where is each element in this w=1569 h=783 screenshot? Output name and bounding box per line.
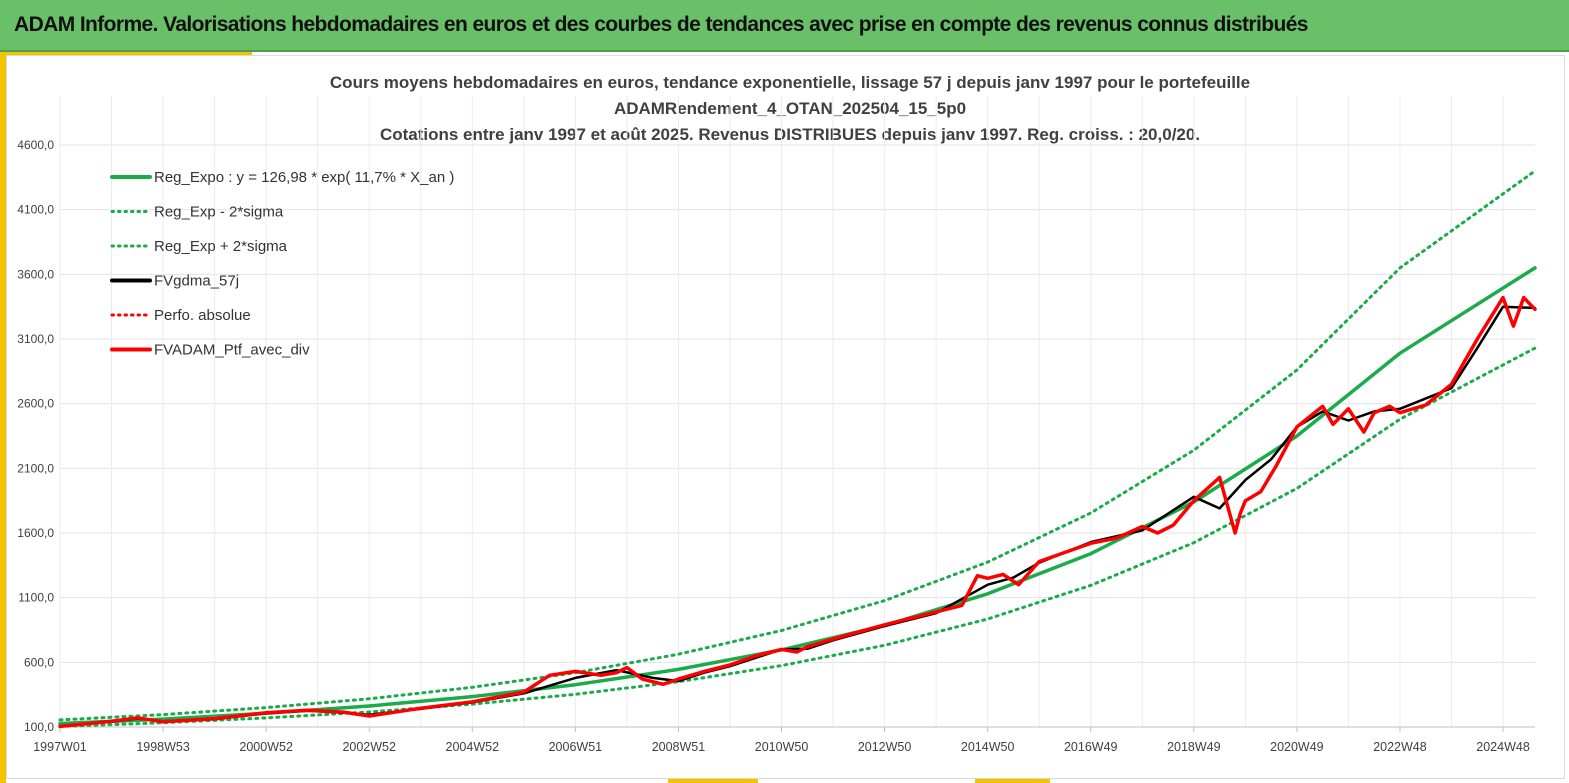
- x-tick-label: 2008W51: [652, 740, 706, 754]
- y-tick-label: 2600,0: [17, 397, 54, 411]
- x-tick-label: 2006W51: [549, 740, 603, 754]
- x-tick-label: 2012W50: [858, 740, 912, 754]
- y-tick-label: 1100,0: [18, 591, 54, 605]
- accent-bar-left: [0, 52, 6, 783]
- chart-legend: Reg_Expo : y = 126,98 * exp( 11,7% * X_a…: [110, 169, 454, 359]
- series-fvadam-ptf: [58, 295, 1537, 729]
- series-reg-plus-2sigma: [58, 169, 1537, 722]
- y-tick-label: 4100,0: [17, 203, 54, 217]
- x-tick-label: 2000W52: [239, 740, 293, 754]
- x-axis-ticks: 1997W01 1998W53 2000W52 2002W52 2004W52 2006W…: [33, 727, 1530, 754]
- y-axis-ticks: 100,0 600,0 1100,0 1600,0 2100,0 2600,0 3100,0…: [17, 138, 54, 734]
- y-tick-label: 3100,0: [17, 332, 54, 346]
- y-tick-label: 2100,0: [17, 461, 54, 475]
- series-reg-minus-2sigma: [58, 346, 1537, 728]
- y-tick-label: 1600,0: [17, 526, 54, 540]
- accent-bar-top: [6, 52, 252, 55]
- accent-bar-bottom-2: [975, 779, 1050, 783]
- chart-title-line-1: Cours moyens hebdomadaires en euros, ten…: [329, 73, 1251, 92]
- x-tick-label: 2018W49: [1167, 740, 1221, 754]
- x-tick-label: 2004W52: [446, 740, 500, 754]
- x-tick-label: 1997W01: [33, 740, 87, 754]
- legend-label-reg: Reg_Expo : y = 126,98 * exp( 11,7% * X_a…: [154, 169, 454, 186]
- x-tick-label: 2024W48: [1476, 740, 1530, 754]
- y-tick-label: 4600,0: [17, 138, 54, 152]
- legend-label-low: Reg_Exp - 2*sigma: [154, 204, 284, 221]
- chart-title: Cours moyens hebdomadaires en euros, ten…: [200, 70, 1380, 148]
- legend-label-high: Reg_Exp + 2*sigma: [154, 238, 288, 255]
- x-tick-label: 2020W49: [1270, 740, 1324, 754]
- legend-label-smooth: FVgdma_57j: [154, 273, 239, 290]
- x-tick-label: 1998W53: [136, 740, 190, 754]
- report-banner: ADAM Informe. Valorisations hebdomadaire…: [0, 0, 1569, 52]
- accent-bar-bottom: [668, 779, 758, 783]
- x-tick-label: 2022W48: [1373, 740, 1427, 754]
- legend-label-ptf: FVADAM_Ptf_avec_div: [154, 342, 310, 359]
- y-tick-label: 100,0: [24, 720, 54, 734]
- chart-frame: [6, 55, 1565, 779]
- chart-grid: [59, 96, 1535, 728]
- report-title: ADAM Informe. Valorisations hebdomadaire…: [14, 13, 1308, 36]
- x-tick-label: 2016W49: [1064, 740, 1118, 754]
- x-tick-label: 2002W52: [342, 740, 396, 754]
- y-tick-label: 600,0: [24, 655, 54, 669]
- x-tick-label: 2014W50: [961, 740, 1015, 754]
- series-reg-expo: [58, 266, 1537, 726]
- legend-label-perfo: Perfo. absolue: [154, 307, 251, 324]
- chart-title-line-3: Cotations entre janv 1997 et août 2025. …: [379, 125, 1201, 144]
- chart-series: [58, 169, 1537, 729]
- x-tick-label: 2010W50: [755, 740, 809, 754]
- y-tick-label: 3600,0: [17, 267, 54, 281]
- chart-title-line-2: ADAMRendement_4_OTAN_202504_15_5p0: [613, 99, 967, 118]
